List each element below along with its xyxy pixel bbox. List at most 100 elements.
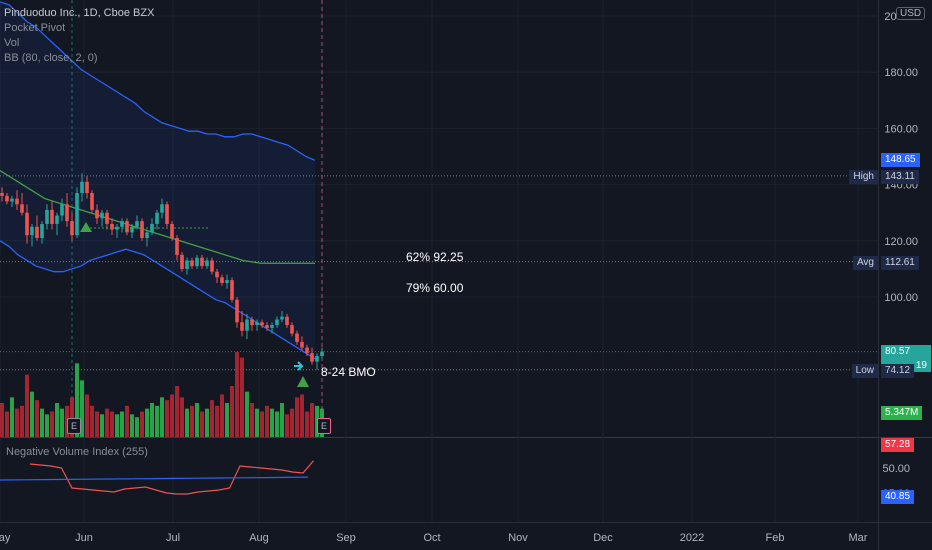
volume-bar bbox=[5, 411, 9, 437]
nvi-legend[interactable]: Negative Volume Index (255) bbox=[6, 446, 148, 458]
volume-bar bbox=[140, 411, 144, 437]
high-level-price-tag: 143.11 bbox=[881, 170, 919, 184]
x-tick-label: Oct bbox=[423, 532, 440, 544]
bollinger-upper-line bbox=[0, 1, 316, 161]
candle-body bbox=[280, 316, 284, 320]
candle-body bbox=[205, 260, 209, 267]
earnings-badge-past[interactable]: E bbox=[67, 418, 81, 434]
candle-body bbox=[90, 193, 94, 210]
candle-body bbox=[165, 204, 169, 224]
volume-bar bbox=[300, 394, 304, 437]
fib-62-annotation[interactable]: 62% 92.25 bbox=[406, 250, 464, 264]
candle-body bbox=[35, 226, 39, 238]
legend-volume[interactable]: Vol bbox=[4, 37, 20, 49]
candle-body bbox=[10, 198, 14, 202]
volume-bar bbox=[290, 408, 294, 437]
volume-bar bbox=[130, 414, 134, 437]
volume-bar bbox=[125, 405, 129, 437]
candle-body bbox=[130, 226, 134, 233]
candle-body bbox=[230, 280, 234, 300]
candle-body bbox=[55, 215, 59, 224]
legend-bollinger[interactable]: BB (80, close, 2, 0) bbox=[4, 52, 98, 64]
candle-body bbox=[95, 209, 99, 219]
bb-upper-price-tag: 148.65 bbox=[881, 153, 920, 167]
volume-bar bbox=[120, 411, 124, 437]
volume-bar bbox=[285, 414, 289, 437]
volume-bar bbox=[10, 397, 14, 437]
candle-body bbox=[5, 195, 9, 202]
volume-bar bbox=[245, 391, 249, 437]
candle-body bbox=[105, 212, 109, 224]
currency-button[interactable]: USD bbox=[896, 7, 926, 20]
volume-bar bbox=[25, 374, 29, 437]
volume-bar bbox=[90, 405, 94, 437]
volume-bar bbox=[225, 403, 229, 437]
candle-body bbox=[300, 341, 304, 348]
volume-bar bbox=[165, 400, 169, 437]
volume-bar bbox=[190, 405, 194, 437]
candle-body bbox=[305, 347, 309, 354]
volume-bar bbox=[20, 405, 24, 437]
x-tick-label: Mar bbox=[849, 532, 868, 544]
volume-bar bbox=[180, 397, 184, 437]
candle-body bbox=[145, 232, 149, 238]
volume-bar bbox=[195, 403, 199, 437]
high-level-label: High bbox=[849, 170, 878, 184]
candle-body bbox=[180, 254, 184, 269]
x-tick-label: Aug bbox=[249, 532, 269, 544]
volume-bar bbox=[40, 408, 44, 437]
candle-body bbox=[270, 325, 274, 328]
chart-legend: Pinduoduo Inc., 1D, Cboe BZX Pocket Pivo… bbox=[4, 6, 154, 66]
candle-body bbox=[0, 193, 4, 196]
volume-tag: 5.347M bbox=[881, 406, 923, 420]
y-tick-label: 160.00 bbox=[884, 123, 918, 135]
candle-body bbox=[140, 221, 144, 238]
x-tick-label: Sep bbox=[336, 532, 356, 544]
candle-body bbox=[155, 212, 159, 224]
earnings-badge-upcoming[interactable]: E bbox=[317, 418, 331, 434]
volume-bar bbox=[155, 405, 159, 437]
volume-bar bbox=[50, 411, 54, 437]
candle-body bbox=[100, 212, 104, 219]
volume-bar bbox=[275, 411, 279, 437]
earnings-date-annotation[interactable]: 8-24 BMO bbox=[321, 365, 376, 379]
candle-body bbox=[30, 226, 34, 236]
candle-body bbox=[250, 319, 254, 326]
candle-body bbox=[225, 280, 229, 283]
legend-pocket-pivot[interactable]: Pocket Pivot bbox=[4, 22, 66, 34]
volume-bar bbox=[265, 405, 269, 437]
volume-bar bbox=[60, 408, 64, 437]
volume-bar bbox=[105, 408, 109, 437]
candle-body bbox=[210, 260, 214, 272]
volume-bar bbox=[75, 363, 79, 437]
volume-bar bbox=[35, 400, 39, 437]
candle-body bbox=[275, 319, 279, 326]
bollinger-fill bbox=[0, 1, 315, 359]
y-tick-label: 120.00 bbox=[884, 236, 918, 248]
volume-bar bbox=[150, 403, 154, 437]
volume-bar bbox=[295, 397, 299, 437]
volume-bar bbox=[80, 380, 84, 437]
candle-body bbox=[45, 209, 49, 224]
volume-bar bbox=[205, 408, 209, 437]
low-level-label: Low bbox=[851, 364, 878, 378]
candle-body bbox=[255, 322, 259, 326]
candle-body bbox=[295, 333, 299, 342]
volume-bar bbox=[145, 408, 149, 437]
candle-body bbox=[120, 221, 124, 227]
candle-body bbox=[310, 353, 314, 362]
candle-body bbox=[20, 204, 24, 213]
volume-bar bbox=[250, 403, 254, 437]
x-tick-label: Nov bbox=[508, 532, 528, 544]
volume-bar bbox=[170, 394, 174, 437]
candle-body bbox=[260, 322, 264, 326]
candle-body bbox=[290, 325, 294, 334]
x-tick-label: 2022 bbox=[680, 532, 704, 544]
symbol-title[interactable]: Pinduoduo Inc., 1D, Cboe BZX bbox=[4, 7, 155, 19]
fib-79-annotation[interactable]: 79% 60.00 bbox=[406, 281, 464, 295]
volume-bar bbox=[215, 405, 219, 437]
candle-body bbox=[15, 198, 19, 205]
volume-bar bbox=[200, 411, 204, 437]
nvi-tick-label: 50.00 bbox=[882, 463, 910, 475]
